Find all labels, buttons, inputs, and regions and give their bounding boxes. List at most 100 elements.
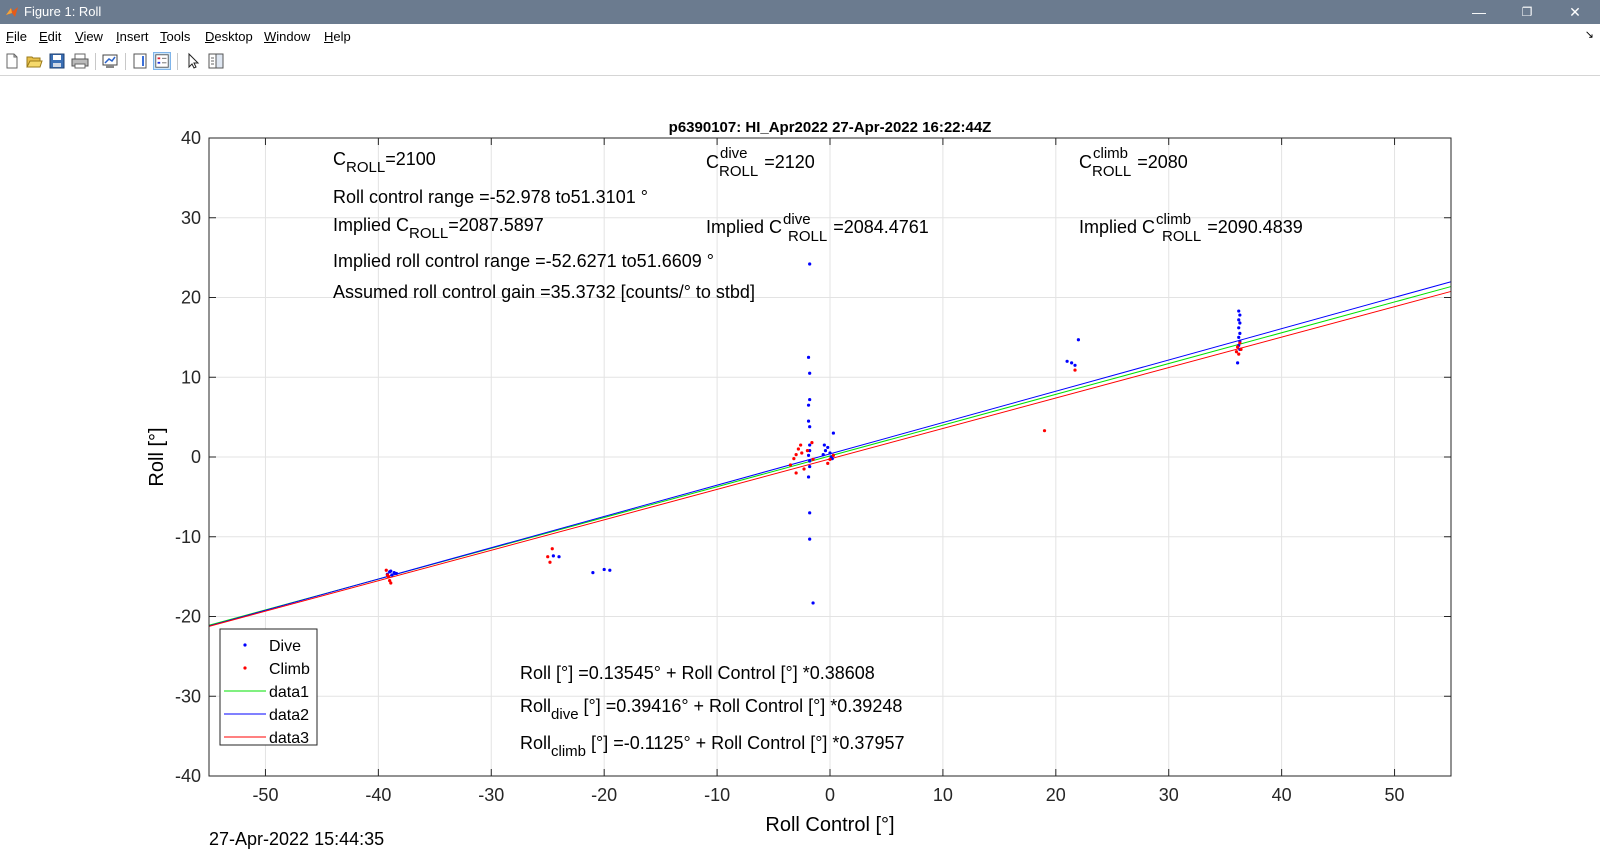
restore-button[interactable]: ❐ [1521,5,1533,19]
save-icon[interactable] [48,52,66,70]
annotation-fit-dive-equation: Rolldive [°] =0.39416° + Roll Control [°… [520,696,902,723]
menu-window[interactable]: Window [264,29,311,44]
link-plot-icon[interactable] [101,52,119,70]
x-tick-label: -20 [591,785,617,805]
climb-point [788,463,793,467]
insert-colorbar-icon[interactable] [131,52,149,70]
y-tick-label: -30 [175,686,201,706]
x-axis-label: Roll Control [°] [765,814,894,836]
edit-plot-pointer-icon[interactable] [184,52,202,70]
matlab-logo-icon [6,7,18,17]
dive-point [806,419,811,423]
property-inspector-icon[interactable] [207,52,225,70]
dive-point [557,555,561,559]
menu-file[interactable]: File [6,29,27,44]
climb-point [799,443,803,447]
dive-point [1238,331,1242,335]
dive-point [1070,361,1074,365]
dive-point [390,573,394,577]
dive-point [829,455,833,459]
dive-point [808,262,812,266]
annotation-implied-c-roll-dive: Implied Cdive ROLL =2084.4761 [706,211,929,245]
legend-label-data3: data3 [269,730,309,747]
legend-marker-dive [243,643,247,647]
annotation-roll-control-range: Roll control range =-52.978 to51.3101 ° [333,187,648,207]
dive-point [1073,363,1077,367]
dive-point [608,568,612,572]
annotation-roll-control-gain: Assumed roll control gain =35.3732 [coun… [333,282,755,302]
dive-point [808,537,812,541]
dock-arrow-icon[interactable]: ↘ [1584,29,1594,41]
climb-point [548,560,552,564]
legend-label-data2: data2 [269,707,309,724]
climb-point [802,467,806,471]
dive-point [828,451,832,455]
dive-point [808,371,812,375]
axis-ticks: -50 -40 -30 -20 -10 0 10 20 30 40 50 -40 -30 -20 -10 0 1… [175,128,1451,805]
window-title-bar: Figure 1: Roll — ❐ ✕ [0,0,1600,24]
dive-point [394,571,399,576]
climb-point [828,457,832,461]
menu-tools[interactable]: Tools [160,29,191,44]
legend[interactable]: Dive Climb data1 data2 data3 [219,628,318,747]
dive-point [551,554,555,558]
dive-point [1238,313,1242,317]
y-tick-label: -10 [175,527,201,547]
x-tick-label: -10 [704,785,730,805]
menu-view[interactable]: View [75,29,103,44]
dive-point [808,425,812,429]
climb-point [794,471,798,475]
dive-point [806,403,811,407]
minimize-button[interactable]: — [1472,4,1486,20]
y-axis-label: Roll [°] [146,427,168,486]
climb-point [384,568,388,572]
window-title: Figure 1: Roll [24,4,102,19]
dive-point [808,449,812,453]
dive-point [1237,309,1241,313]
climb-point [546,555,550,559]
dive-point [808,397,812,402]
toolbar-separator [95,53,96,70]
climb-point [1237,352,1241,356]
y-tick-label: 0 [191,447,201,467]
legend-label-dive: Dive [269,638,301,655]
annotation-fit-equation: Roll [°] =0.13545° + Roll Control [°] *0… [520,663,875,683]
climb-point [794,453,798,457]
dive-point [389,569,393,573]
new-figure-icon[interactable] [3,52,21,70]
dive-point [822,443,826,447]
x-tick-label: -40 [365,785,391,805]
menu-help[interactable]: Help [324,29,351,44]
dive-point [1076,338,1080,342]
figure-canvas[interactable]: -50 -40 -30 -20 -10 0 10 20 30 40 50 -40 -30 -20 -10 0 1… [0,76,1600,858]
dive-point [806,475,811,479]
menu-edit[interactable]: Edit [39,29,62,44]
annotation-implied-c-roll: Implied CROLL=2087.5897 [333,215,544,242]
dive-point [806,355,811,359]
x-tick-label: 30 [1159,785,1179,805]
close-button[interactable]: ✕ [1569,4,1581,20]
scatter-points [384,262,1243,605]
open-file-icon[interactable] [25,52,43,70]
y-tick-label: -20 [175,607,201,627]
dive-point [808,459,812,463]
climb-point [388,579,392,583]
annotation-c-roll-dive: Cdive ROLL =2120 [706,145,815,180]
insert-legend-icon[interactable] [153,52,171,70]
annotation-c-roll: CROLL=2100 [333,149,436,176]
x-tick-label: 20 [1046,785,1066,805]
chart-title: p6390107: HI_Apr2022 27-Apr-2022 16:22:4… [669,119,992,136]
dive-point [808,464,812,469]
climb-point [550,547,554,551]
dive-point [1238,321,1242,325]
print-icon[interactable] [71,52,89,70]
dive-point [1237,318,1241,322]
annotation-fit-climb-equation: Rollclimb [°] =-0.1125° + Roll Control [… [520,733,904,760]
climb-point [811,457,815,461]
dive-point [823,449,828,453]
climb-point [800,451,804,455]
y-tick-label: 30 [181,208,201,228]
dive-point [1065,359,1069,363]
menu-insert[interactable]: Insert [116,29,149,44]
menu-desktop[interactable]: Desktop [205,29,253,44]
